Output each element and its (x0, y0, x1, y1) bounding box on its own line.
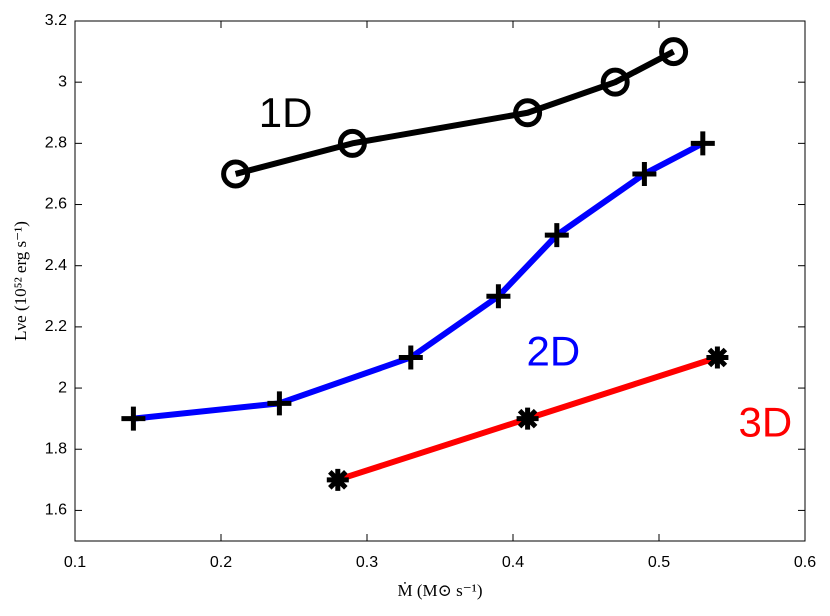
marker-shape (486, 284, 511, 309)
series-label: 3D (739, 399, 793, 446)
x-tick-label: 0.2 (210, 554, 232, 571)
plot-frame (74, 20, 806, 542)
marker-shape (513, 98, 543, 128)
marker-shape (337, 128, 367, 158)
marker-shape (600, 67, 630, 97)
x-tick-label: 0.1 (64, 554, 86, 571)
marker-shape (659, 37, 689, 67)
data-point (690, 131, 715, 156)
y-tick-label: 1.6 (45, 502, 67, 519)
marker-shape (398, 345, 423, 370)
data-point (267, 391, 292, 416)
data-point (706, 346, 729, 369)
x-tick-label: 0.5 (648, 554, 670, 571)
marker-shape (690, 131, 715, 156)
y-tick-label: 1.8 (45, 440, 67, 457)
y-tick-label: 2.2 (45, 318, 67, 335)
data-point (659, 37, 689, 67)
y-tick-label: 3 (58, 73, 67, 90)
data-point (337, 128, 367, 158)
y-tick-label: 2.4 (45, 257, 67, 274)
y-tick-label: 3.2 (45, 12, 67, 29)
series-label: 1D (259, 89, 313, 136)
data-point (221, 159, 251, 189)
data-point (486, 284, 511, 309)
data-point (632, 161, 657, 186)
y-tick-label: 2 (58, 379, 67, 396)
marker-shape (121, 406, 146, 431)
x-tick-label: 0.4 (502, 554, 524, 571)
data-point (600, 67, 630, 97)
marker-shape (267, 391, 292, 416)
x-axis-title: Ṁ (M⊙ s⁻¹) (398, 581, 483, 600)
marker-shape (516, 407, 539, 430)
y-tick-label: 2.6 (45, 196, 67, 213)
marker-shape (326, 468, 349, 491)
data-point (516, 407, 539, 430)
series-line (234, 48, 675, 177)
data-point (398, 345, 423, 370)
data-point (326, 468, 349, 491)
x-tick-label: 0.3 (356, 554, 378, 571)
data-point (121, 406, 146, 431)
x-tick-label: 0.6 (794, 554, 816, 571)
marker-shape (544, 223, 569, 248)
y-tick-label: 2.8 (45, 135, 67, 152)
y-axis-title: Lνe (10⁵² erg s⁻¹) (11, 221, 30, 341)
series-line (133, 140, 705, 422)
marker-shape (221, 159, 251, 189)
series-label: 2D (527, 327, 581, 374)
marker-shape (632, 161, 657, 186)
data-point (513, 98, 543, 128)
data-point (544, 223, 569, 248)
marker-shape (706, 346, 729, 369)
